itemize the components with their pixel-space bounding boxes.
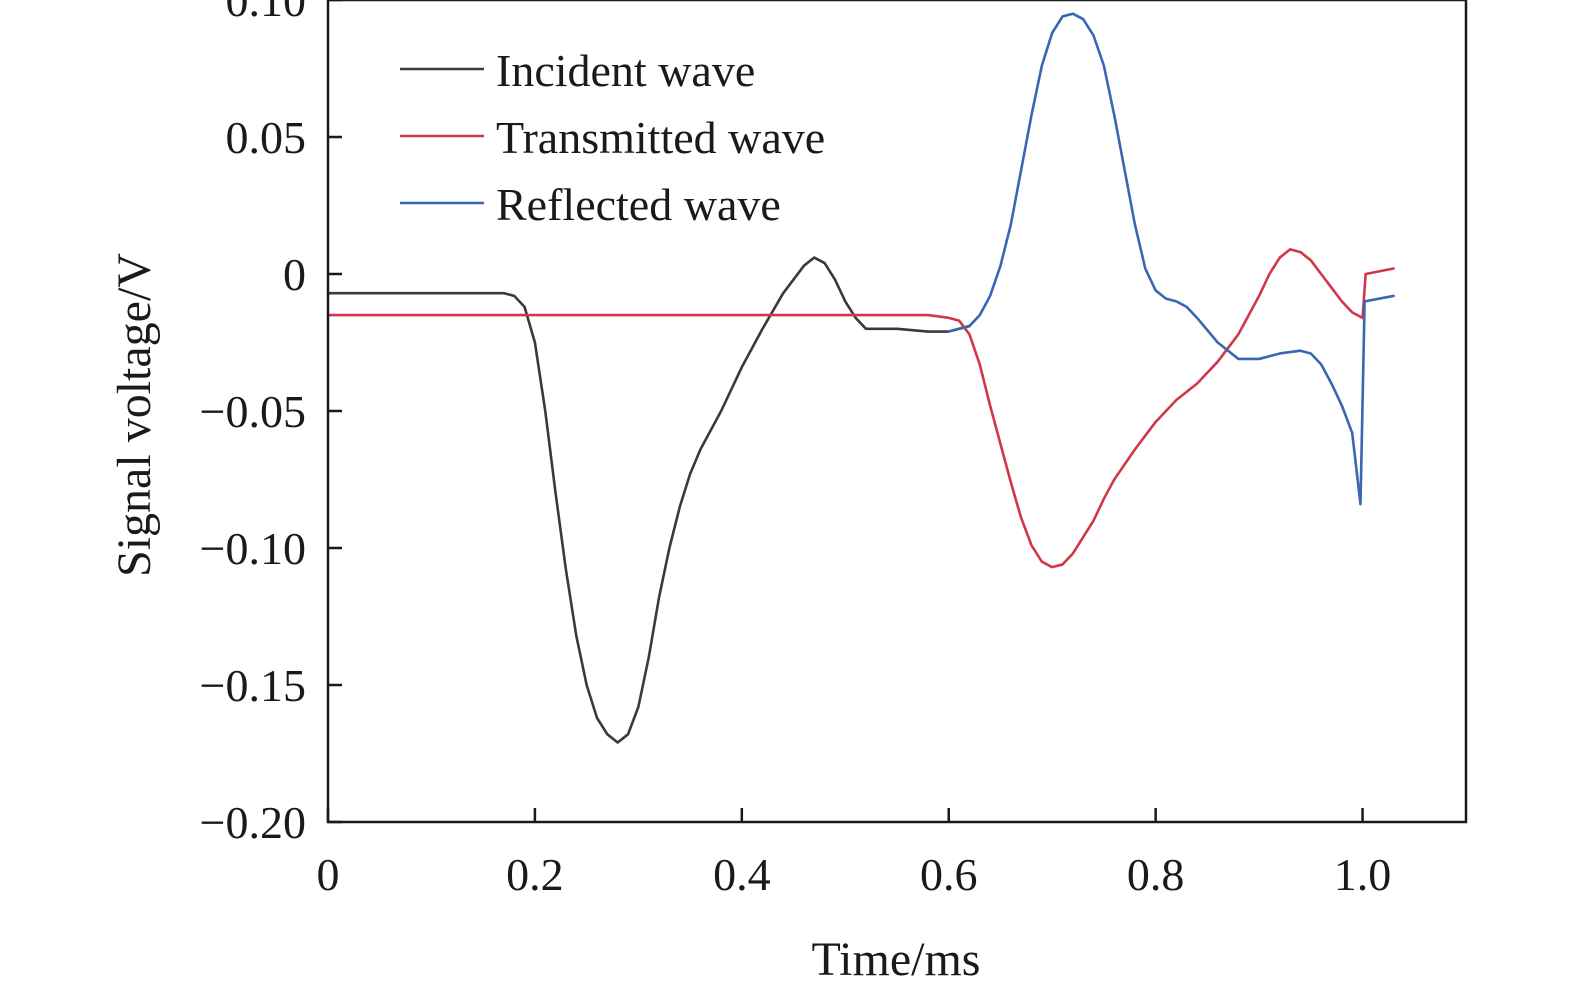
y-tick-label: −0.10 — [200, 523, 306, 574]
series-line-incident — [326, 256, 971, 744]
series-line-transmitted — [326, 248, 1395, 569]
y-tick-label: 0 — [283, 249, 306, 300]
series-layer — [326, 12, 1395, 744]
x-tick-label: 0.2 — [506, 849, 564, 900]
ticks-layer — [326, 0, 1364, 824]
y-tick-label: 0.10 — [226, 0, 307, 26]
x-tick-label: 1.0 — [1334, 849, 1392, 900]
y-tick-label: −0.20 — [200, 797, 306, 848]
y-tick-label: −0.05 — [200, 386, 306, 437]
x-tick-label: 0 — [317, 849, 340, 900]
x-axis-title: Time/ms — [812, 933, 981, 986]
legend-label-incident: Incident wave — [496, 45, 755, 96]
y-tick-label: −0.15 — [200, 660, 306, 711]
legend: Incident wave Transmitted wave Reflected… — [400, 45, 825, 230]
legend-label-reflected: Reflected wave — [496, 179, 781, 230]
y-axis-title: Signal voltage/V — [108, 253, 161, 577]
x-tick-label: 0.6 — [920, 849, 978, 900]
tick-labels-layer: 0 0.2 0.4 0.6 0.8 1.0 0.10 0.05 0 −0.05 −0.10 −0.15… — [200, 0, 1392, 900]
x-tick-label: 0.8 — [1127, 849, 1185, 900]
legend-label-transmitted: Transmitted wave — [496, 112, 825, 163]
series-line-reflected — [947, 12, 1395, 506]
y-tick-label: 0.05 — [226, 112, 307, 163]
x-tick-label: 0.4 — [713, 849, 771, 900]
